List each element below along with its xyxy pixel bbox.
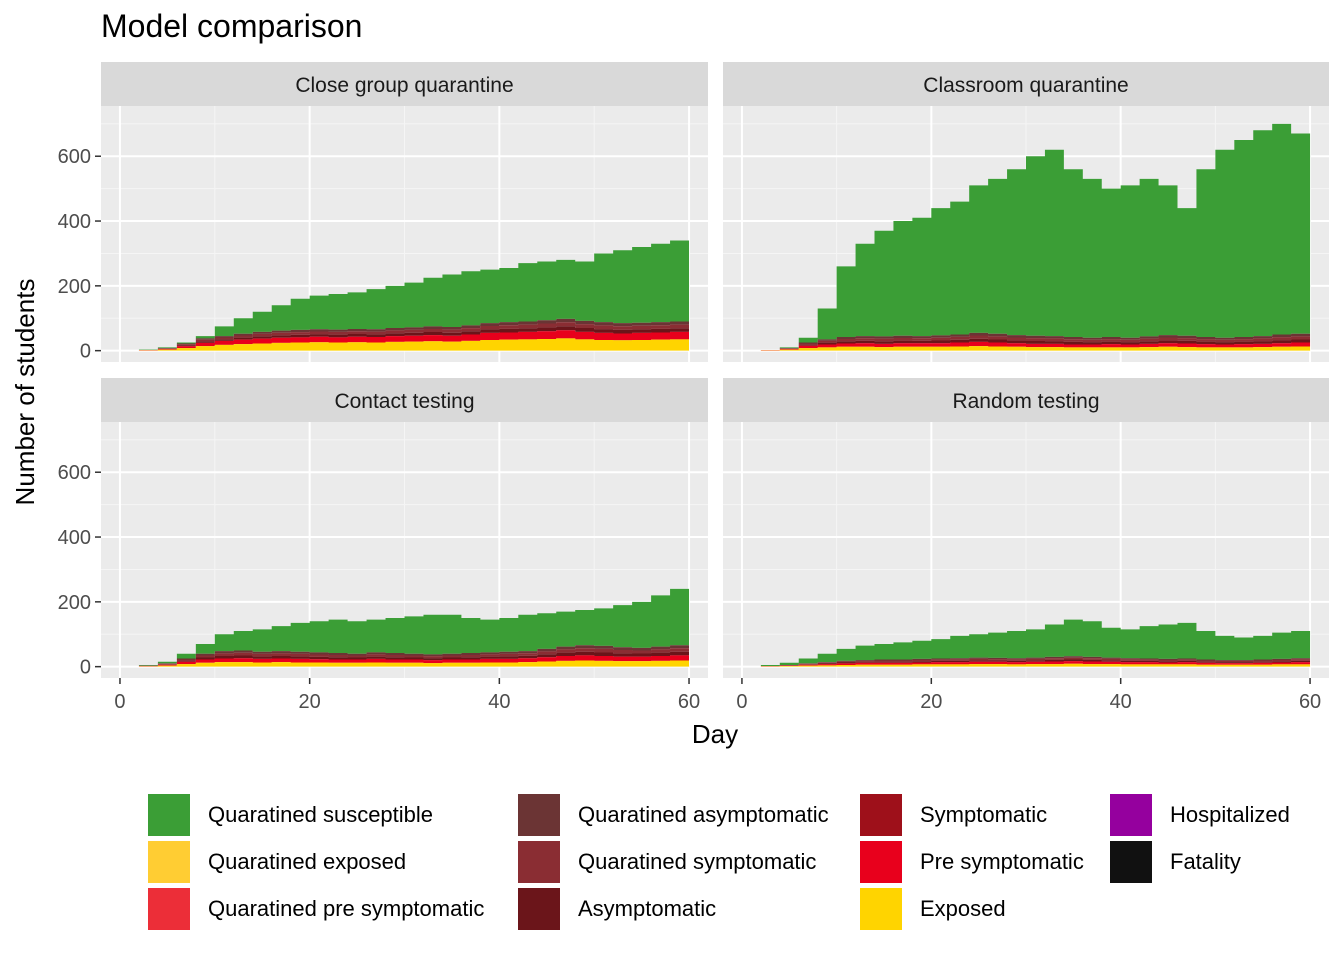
legend-swatch: [860, 841, 902, 883]
legend-label: Quaratined exposed: [208, 849, 407, 874]
area-quaratined-susceptible: [741, 123, 1311, 351]
legend-swatch: [1110, 841, 1152, 883]
legend-swatch: [518, 794, 560, 836]
x-tick-label: 20: [920, 691, 942, 713]
legend-item: Fatality: [1110, 839, 1344, 883]
legend-swatch: [518, 888, 560, 930]
facet-strip: [101, 62, 708, 106]
panel-3: Random testing 0 20 40 60: [723, 378, 1329, 713]
x-tick-label: 0: [114, 691, 125, 713]
legend-label: Hospitalized: [1170, 802, 1290, 827]
area-exposed: [741, 346, 1311, 351]
legend-swatch: [148, 888, 190, 930]
area-asymptomatic: [741, 659, 1311, 667]
legend-swatch: [1110, 794, 1152, 836]
x-tick-label: 40: [488, 691, 510, 713]
legend-swatch: [148, 841, 190, 883]
panel-0: Close group quarantine 0 200 400 600: [58, 62, 708, 363]
x-tick-label: 20: [299, 691, 321, 713]
x-tick-label: 0: [736, 691, 747, 713]
area-quaratined-susceptible: [119, 585, 690, 667]
x-tick-label: 40: [1110, 691, 1132, 713]
legend-label: Fatality: [1170, 849, 1241, 874]
legend-label: Quaratined asymptomatic: [578, 802, 829, 827]
legend-item: Quaratined asymptomatic: [518, 792, 898, 836]
y-tick-label: 600: [58, 146, 91, 168]
legend-label: Pre symptomatic: [920, 849, 1084, 874]
facet-title: Close group quarantine: [295, 74, 513, 97]
legend-swatch: [518, 841, 560, 883]
x-tick-label: 60: [1299, 691, 1321, 713]
legend-swatch: [860, 794, 902, 836]
facet-title: Classroom quarantine: [923, 74, 1128, 97]
facet-strip: [723, 378, 1329, 422]
area-quaratined-symptomatic: [119, 322, 690, 351]
facet-strip: [101, 378, 708, 422]
area-quaratined-susceptible: [741, 619, 1311, 667]
legend-label: Quaratined susceptible: [208, 802, 434, 827]
y-tick-label: 600: [58, 462, 91, 484]
legend-item: Symptomatic: [860, 792, 1240, 836]
area-exposed: [741, 663, 1311, 667]
y-axis-label: Number of students: [10, 279, 40, 506]
area-asymptomatic: [119, 326, 690, 351]
y-tick-label: 400: [58, 211, 91, 233]
legend-item: Quaratined susceptible: [148, 792, 528, 836]
facet-strip: [723, 62, 1329, 106]
area-pre-symptomatic: [119, 330, 690, 351]
legend-item: Pre symptomatic: [860, 839, 1240, 883]
legend-label: Quaratined pre symptomatic: [208, 896, 485, 921]
area-pre-symptomatic: [741, 661, 1311, 667]
area-quaratined-susceptible: [119, 240, 690, 351]
y-tick-label: 200: [58, 276, 91, 298]
legend-label: Symptomatic: [920, 802, 1048, 827]
area-quaratined-asymptomatic: [741, 656, 1311, 667]
legend-item: Quaratined exposed: [148, 839, 528, 883]
area-quaratined-symptomatic: [741, 657, 1311, 667]
panel-2: Contact testing 0 200 400 600 0 20 40 60: [58, 378, 708, 713]
legend-label: Exposed: [920, 896, 1006, 921]
y-tick-label: 0: [80, 341, 91, 363]
x-axis-label: Day: [692, 719, 738, 749]
facet-title: Random testing: [952, 390, 1099, 413]
legend-item: Quaratined symptomatic: [518, 839, 898, 883]
area-asymptomatic: [741, 338, 1311, 351]
legend: Quaratined susceptible Quaratined exposed…: [148, 792, 1318, 932]
facet-title: Contact testing: [334, 390, 474, 413]
legend-label: Asymptomatic: [578, 896, 717, 921]
panels-layer: Close group quarantine0200400600Classroo…: [58, 62, 1329, 713]
legend-item: Asymptomatic: [518, 886, 898, 930]
y-tick-label: 0: [80, 657, 91, 679]
area-asymptomatic: [119, 651, 690, 667]
area-quaratined-asymptomatic: [119, 644, 690, 667]
area-pre-symptomatic: [119, 654, 690, 667]
area-quaratined-symptomatic: [119, 647, 690, 667]
area-exposed: [119, 338, 690, 351]
area-pre-symptomatic: [741, 341, 1311, 351]
legend-item: Exposed: [860, 886, 1240, 930]
legend-item: Quaratined pre symptomatic: [148, 886, 528, 930]
area-quaratined-asymptomatic: [119, 318, 690, 351]
legend-item: Hospitalized: [1110, 792, 1344, 836]
legend-label: Quaratined symptomatic: [578, 849, 817, 874]
y-tick-label: 400: [58, 527, 91, 549]
y-tick-label: 200: [58, 592, 91, 614]
area-exposed: [119, 660, 690, 667]
legend-swatch: [148, 794, 190, 836]
chart-title: Model comparison: [101, 8, 363, 44]
legend-swatch: [860, 888, 902, 930]
x-tick-label: 60: [678, 691, 700, 713]
area-quaratined-asymptomatic: [741, 332, 1311, 351]
area-quaratined-symptomatic: [741, 335, 1311, 351]
panel-1: Classroom quarantine: [723, 62, 1329, 362]
